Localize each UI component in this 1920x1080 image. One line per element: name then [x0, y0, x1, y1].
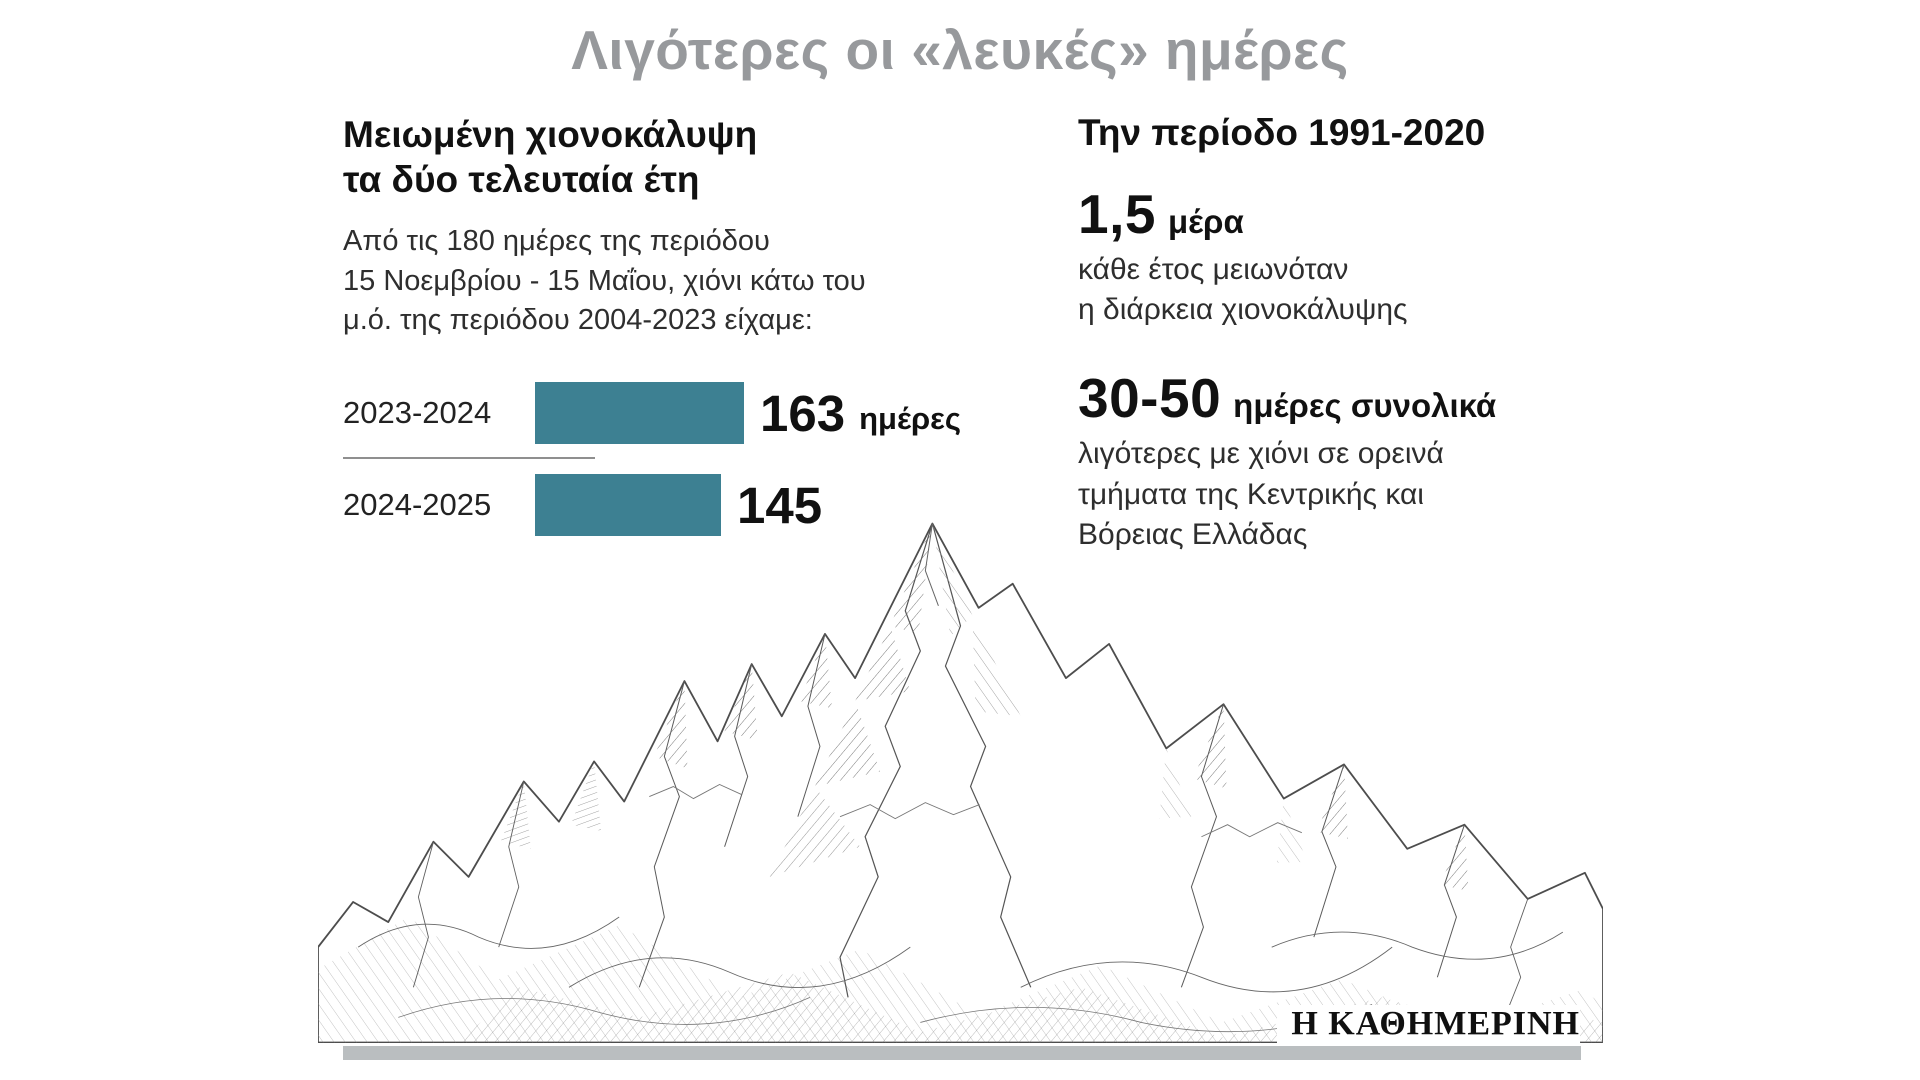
- intro-line-1: Από τις 180 ημέρες της περιόδου: [343, 225, 770, 258]
- bar-row-2023-2024: 2023-2024 163 ημέρες: [343, 380, 1123, 446]
- bar-value: 145: [737, 476, 823, 534]
- stat2-description: λιγότερες με χιόνι σε ορεινά τμήματα της…: [1078, 434, 1578, 555]
- left-heading: Μειωμένη χιονοκάλυψη τα δύο τελευταία έτ…: [343, 112, 1003, 202]
- intro-paragraph: Από τις 180 ημέρες της περιόδου 15 Νοεμβ…: [343, 222, 1003, 340]
- stat2-value-line: 30-50 ημέρες συνολικά: [1078, 366, 1578, 430]
- mountain-sketch-svg: [318, 522, 1603, 1043]
- stat1-description: κάθε έτος μειωνόταν η διάρκεια χιονοκάλυ…: [1078, 250, 1578, 330]
- intro-line-2: 15 Νοεμβρίου - 15 Μαΐου, χιόνι κάτω του: [343, 264, 866, 297]
- stat-block-2: 30-50 ημέρες συνολικά λιγότερες με χιόνι…: [1078, 366, 1578, 555]
- stat1-desc-line-1: κάθε έτος μειωνόταν: [1078, 253, 1349, 286]
- chart-separator-line: [343, 457, 595, 459]
- bar-label: 2023-2024: [343, 395, 492, 430]
- stat1-value: 1,5: [1078, 183, 1156, 245]
- stat2-desc-line-2: τμήματα της Κεντρικής και: [1078, 477, 1424, 511]
- left-heading-line-1: Μειωμένη χιονοκάλυψη: [343, 114, 758, 155]
- stat1-unit: μέρα: [1167, 203, 1244, 240]
- stat1-value-line: 1,5 μέρα: [1078, 182, 1578, 246]
- page-title: Λιγότερες οι «λευκές» ημέρες: [571, 19, 1349, 81]
- right-column: Την περίοδο 1991-2020 1,5 μέρα κάθε έτος…: [1078, 112, 1578, 555]
- left-column: Μειωμένη χιονοκάλυψη τα δύο τελευταία έτ…: [343, 112, 1003, 341]
- stat2-value: 30-50: [1078, 367, 1222, 430]
- bar-2023-2024: [535, 382, 744, 444]
- bar-2024-2025: [535, 474, 721, 536]
- intro-line-3: μ.ό. της περιόδου 2004-2023 είχαμε:: [343, 304, 813, 337]
- bar-row-2024-2025: 2024-2025 145: [343, 472, 1123, 538]
- stat2-desc-line-3: Βόρειας Ελλάδας: [1078, 517, 1308, 551]
- stat2-desc-line-1: λιγότερες με χιόνι σε ορεινά: [1078, 437, 1444, 471]
- stat-block-1: 1,5 μέρα κάθε έτος μειωνόταν η διάρκεια …: [1078, 182, 1578, 330]
- kathimerini-logo: Η ΚΑΘΗΜΕΡΙΝΗ: [1277, 1005, 1580, 1043]
- mountain-sketch-illustration: [318, 515, 1603, 1043]
- snow-days-bar-chart: 2023-2024 163 ημέρες 2024-2025 145: [343, 380, 1123, 538]
- stat1-desc-line-2: η διάρκεια χιονοκάλυψης: [1078, 293, 1408, 327]
- footer-bar: [343, 1046, 1581, 1060]
- left-heading-line-2: τα δύο τελευταία έτη: [343, 159, 700, 201]
- right-heading: Την περίοδο 1991-2020: [1078, 112, 1486, 153]
- bar-unit-label: ημέρες: [859, 401, 961, 436]
- stat2-unit: ημέρες συνολικά: [1233, 387, 1497, 425]
- bar-label: 2024-2025: [343, 487, 492, 522]
- bar-value: 163: [760, 384, 846, 442]
